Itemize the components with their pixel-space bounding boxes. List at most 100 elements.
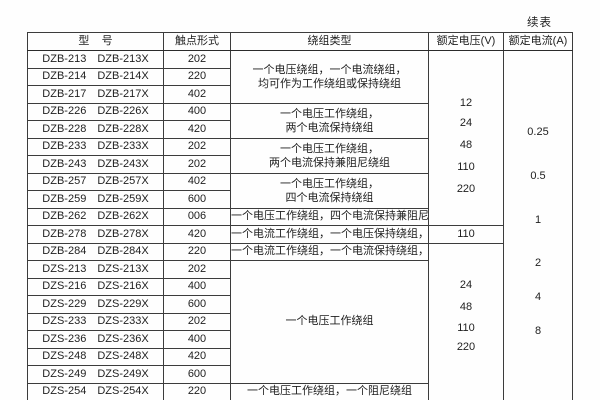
current-value: 8 xyxy=(534,325,542,337)
model-b: DZB-243X xyxy=(97,157,149,170)
table-row: DZB-262 DZB-262X 006 一个电压工作绕组，四个电流保持兼阻尼绕组 xyxy=(27,207,573,226)
table-row: DZB-257 DZB-257X 402 一个电压工作绕组， 四个电流保持绕组 xyxy=(27,172,573,209)
contact-form-cell: 600 xyxy=(163,295,231,314)
model-cell: DZS-229 DZS-229X xyxy=(27,295,164,314)
model-cell: DZB-259 DZB-259X xyxy=(27,190,164,209)
model-cell: DZB-214 DZB-214X xyxy=(27,67,164,86)
contact-form-cell: 202 xyxy=(163,137,231,156)
voltage-cell-group2: 24 48 110 220 xyxy=(428,242,504,400)
current-value: 0.5 xyxy=(530,170,546,182)
model-cell: DZB-257 DZB-257X xyxy=(27,172,164,191)
current-cell: 0.25 0.5 1 2 4 8 xyxy=(503,50,573,400)
model-b: DZB-233X xyxy=(97,140,149,153)
model-b: DZB-259X xyxy=(97,192,149,205)
model-b: DZS-229X xyxy=(97,297,149,310)
contact-form-cell: 402 xyxy=(163,85,231,104)
winding-cell-group2: 一个电压工作绕组， 两个电流保持绕组 xyxy=(230,102,429,139)
voltage-value: 24 xyxy=(459,117,473,129)
winding-line: 一个电压工作绕组， xyxy=(280,107,379,120)
model-b: DZB-214X xyxy=(97,70,149,83)
contact-form-cell: 600 xyxy=(163,190,231,209)
model-b: DZB-284X xyxy=(97,245,149,258)
table-row: DZS-216 DZS-216X 400 xyxy=(27,277,573,296)
model-b: DZS-213X xyxy=(97,262,149,275)
winding-cell-group4: 一个电压工作绕组， 四个电流保持绕组 xyxy=(230,172,429,209)
table-row: DZB-259 DZB-259X 600 xyxy=(27,190,573,209)
model-cell: DZS-236 DZS-236X xyxy=(27,330,164,349)
winding-cell-group3: 一个电压工作绕组， 两个电流保持兼阻尼绕组 xyxy=(230,137,429,174)
header-rated-voltage: 额定电压(V) xyxy=(428,32,504,51)
model-b: DZB-228X xyxy=(97,122,149,135)
model-b: DZB-257X xyxy=(97,175,149,188)
current-value: 1 xyxy=(534,214,542,226)
voltage-value: 110 xyxy=(457,161,475,173)
model-a: DZS-254 xyxy=(42,385,87,398)
model-cell: DZB-243 DZB-243X xyxy=(27,155,164,174)
winding-cell-r11: 一个电流工作绕组，一个电压保持绕组，一个阻尼绕组 xyxy=(230,225,429,244)
model-cell: DZS-233 DZS-233X xyxy=(27,312,164,331)
voltage-value: 220 xyxy=(456,340,476,353)
contact-form-cell: 420 xyxy=(163,347,231,366)
model-a: DZB-259 xyxy=(42,192,87,205)
model-cell: DZB-213 DZB-213X xyxy=(27,50,164,69)
model-cell: DZB-233 DZB-233X xyxy=(27,137,164,156)
voltage-value: 220 xyxy=(456,183,476,195)
table-row: DZB-278 DZB-278X 420 一个电流工作绕组，一个电压保持绕组，一个… xyxy=(27,225,573,244)
model-a: DZS-213 xyxy=(42,262,87,275)
model-a: DZB-213 xyxy=(42,52,87,65)
winding-line: 两个电流保持绕组 xyxy=(285,121,374,134)
header-winding-type: 绕组类型 xyxy=(230,32,429,51)
current-value: 0.25 xyxy=(527,126,549,138)
model-b: DZB-217X xyxy=(97,87,149,100)
winding-cell-r20: 一个电压工作绕组，一个阻尼绕组 xyxy=(230,382,429,400)
relay-spec-table: 型 号 触点形式 绕组类型 额定电压(V) 额定电流(A) DZB-213 DZB… xyxy=(27,32,573,400)
table-row: DZB-213 DZB-213X 202 一个电压绕组，一个电流绕组， 均可作为工作… xyxy=(27,50,573,400)
model-a: DZB-284 xyxy=(42,245,87,258)
table-row: DZS-213 DZS-213X 202 一个电压工作绕组 xyxy=(27,260,573,384)
model-a: DZB-233 xyxy=(42,140,87,153)
model-cell: DZB-217 DZB-217X xyxy=(27,85,164,104)
contact-form-cell: 202 xyxy=(163,312,231,331)
table-row: DZB-228 DZB-228X 420 xyxy=(27,120,573,139)
contact-form-cell: 420 xyxy=(163,225,231,244)
contact-form-cell: 220 xyxy=(163,67,231,86)
header-rated-current: 额定电流(A) xyxy=(503,32,573,51)
winding-cell-group1: 一个电压绕组，一个电流绕组， 均可作为工作绕组或保持绕组 xyxy=(230,50,429,104)
voltage-value: 24 xyxy=(459,278,473,291)
winding-line: 一个电压工作绕组， xyxy=(280,177,379,190)
contact-form-cell: 220 xyxy=(163,242,231,261)
contact-form-cell: 402 xyxy=(163,172,231,191)
table-row: DZB-243 DZB-243X 202 xyxy=(27,155,573,174)
voltage-cell-r11: 110 xyxy=(428,225,504,244)
winding-line: 一个电压工作绕组， xyxy=(280,142,379,155)
model-a: DZB-217 xyxy=(42,87,87,100)
contact-form-cell: 202 xyxy=(163,155,231,174)
model-a: DZB-226 xyxy=(42,105,87,118)
contact-form-cell: 400 xyxy=(163,102,231,121)
model-b: DZB-226X xyxy=(97,105,149,118)
contact-form-cell: 400 xyxy=(163,330,231,349)
model-a: DZB-262 xyxy=(42,210,87,223)
model-b: DZB-262X xyxy=(97,210,149,223)
winding-line: 均可作为工作绕组或保持绕组 xyxy=(258,77,401,90)
model-a: DZS-236 xyxy=(42,332,87,345)
model-cell: DZB-284 DZB-284X xyxy=(27,242,164,261)
contact-form-cell: 006 xyxy=(163,207,231,226)
model-b: DZS-216X xyxy=(97,280,149,293)
model-a: DZB-228 xyxy=(42,122,87,135)
table-row: DZS-233 DZS-233X 202 xyxy=(27,312,573,331)
model-b: DZB-213X xyxy=(97,52,149,65)
voltage-value: 48 xyxy=(459,300,473,313)
model-cell: DZS-213 DZS-213X xyxy=(27,260,164,279)
model-b: DZS-254X xyxy=(97,385,149,398)
table-header-row: 型 号 触点形式 绕组类型 额定电压(V) 额定电流(A) xyxy=(27,32,573,51)
winding-cell-r12: 一个电流工作绕组，一个电流保持绕组，一个电压保持绕组 xyxy=(230,242,429,261)
contact-form-cell: 400 xyxy=(163,277,231,296)
model-a: DZB-243 xyxy=(42,157,87,170)
current-value: 2 xyxy=(534,257,542,269)
table-row: DZB-284 DZB-284X 220 一个电流工作绕组，一个电流保持绕组，一个… xyxy=(27,242,573,400)
table-row: DZS-229 DZS-229X 600 xyxy=(27,295,573,314)
model-cell: DZB-228 DZB-228X xyxy=(27,120,164,139)
table-row: DZB-217 DZB-217X 402 xyxy=(27,85,573,104)
model-cell: DZS-216 DZS-216X xyxy=(27,277,164,296)
